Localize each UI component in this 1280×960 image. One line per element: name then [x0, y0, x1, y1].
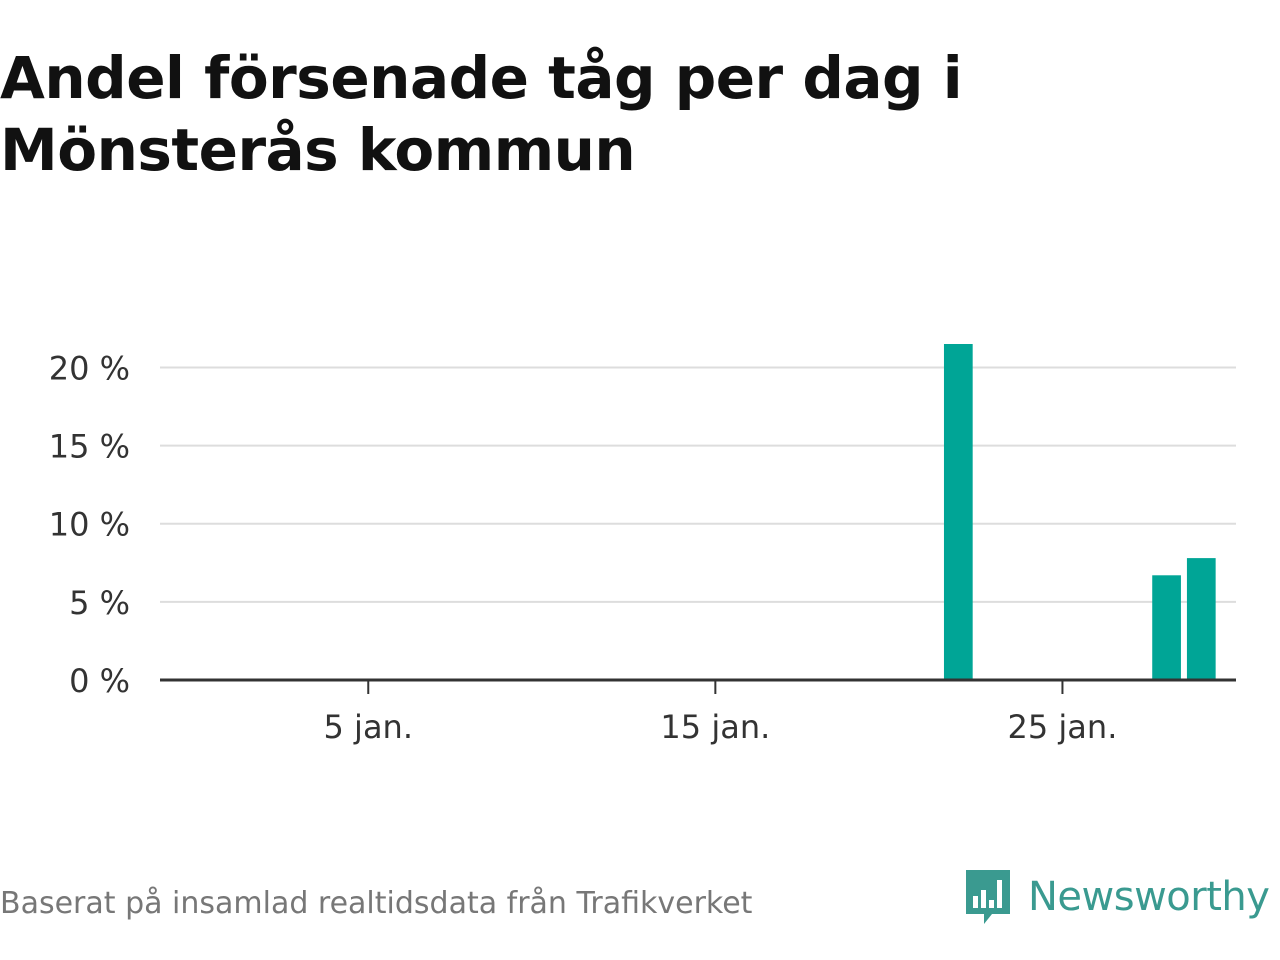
bar [943, 344, 973, 680]
chart-title: Andel försenade tåg per dag i Mönsterås … [0, 42, 1100, 186]
x-tick-label: 5 jan. [324, 708, 413, 746]
title-line-1: Andel försenade tåg per dag i [0, 44, 963, 112]
title-line-2: Mönsterås kommun [0, 116, 636, 184]
brand-logo: Newsworthy [962, 862, 1270, 932]
y-tick-label: 10 % [49, 506, 130, 544]
newsworthy-logo-icon [966, 870, 1010, 924]
bar [1152, 575, 1181, 680]
source-note: Baserat på insamlad realtidsdata från Tr… [0, 886, 753, 921]
x-tick-label: 25 jan. [1008, 708, 1118, 746]
y-tick-label: 0 % [69, 662, 130, 700]
y-tick-label: 5 % [69, 584, 130, 622]
y-tick-label: 20 % [49, 349, 130, 387]
brand-name: Newsworthy [1028, 874, 1270, 920]
bar [1186, 558, 1216, 680]
x-tick-label: 15 jan. [660, 708, 770, 746]
bar-chart: 0 % 5 % 10 % 15 % 20 % 5 jan. 15 jan. 25 jan. [49, 344, 1236, 746]
y-tick-label: 15 % [49, 428, 130, 466]
